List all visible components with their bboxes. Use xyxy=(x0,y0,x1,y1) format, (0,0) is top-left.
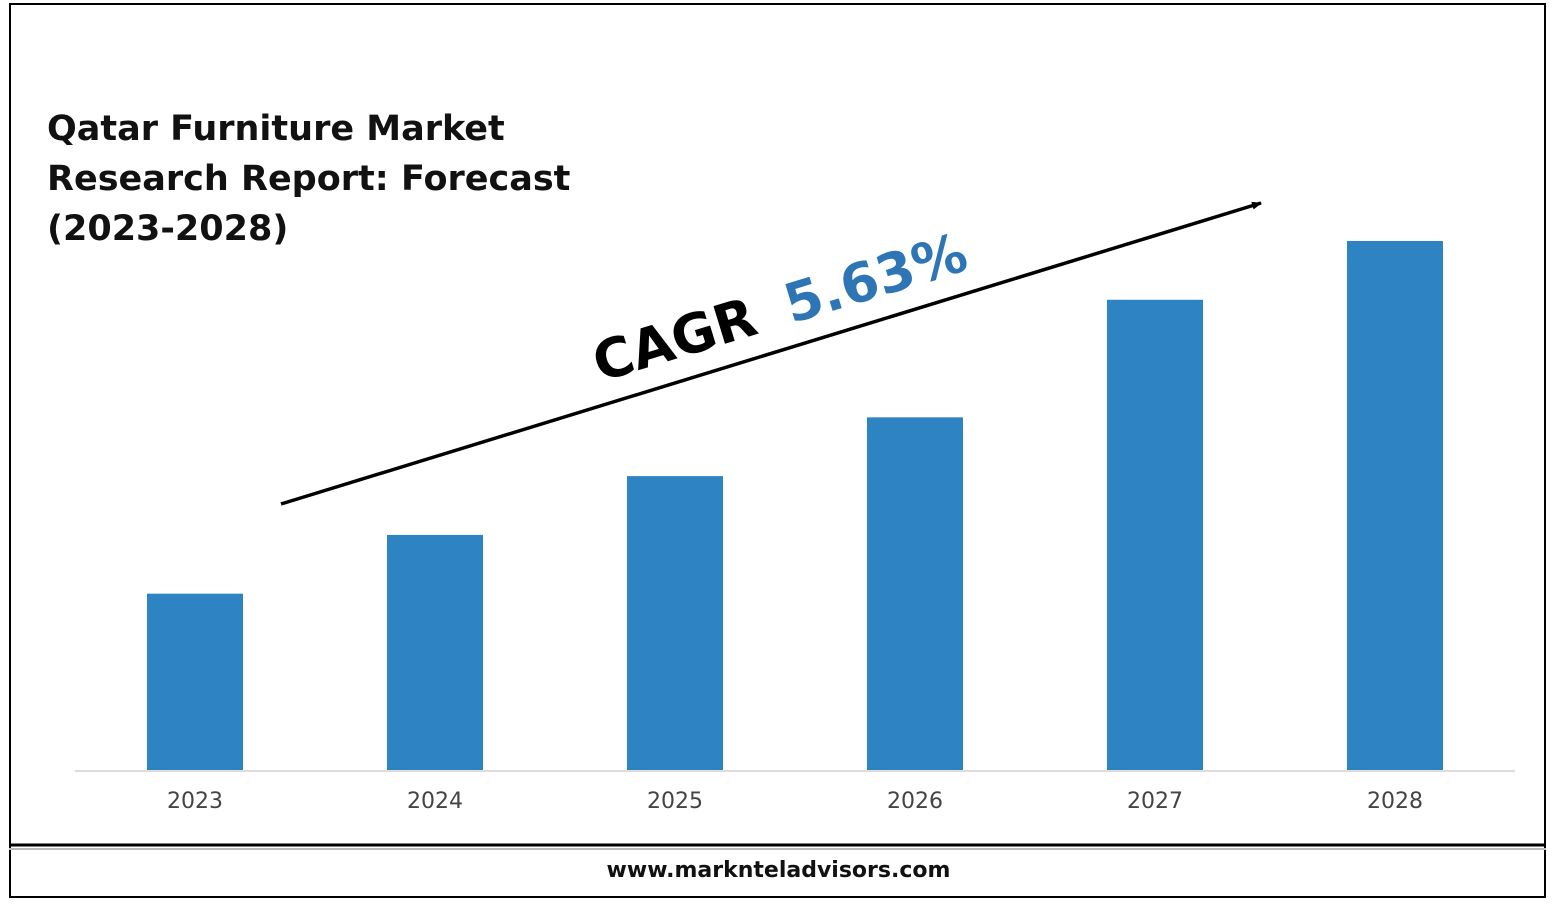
bar-2028 xyxy=(1347,241,1443,770)
chart-title-line-2: Research Report: Forecast xyxy=(47,159,571,199)
x-tick-label-2024: 2024 xyxy=(407,789,463,814)
x-tick-label-2027: 2027 xyxy=(1127,789,1183,814)
bar-2023 xyxy=(147,593,243,770)
x-tick-label-2023: 2023 xyxy=(167,789,223,814)
x-tick-labels: 2023 2024 2025 2026 2027 2028 xyxy=(167,789,1423,814)
chart-title-line-1: Qatar Furniture Market xyxy=(47,109,505,149)
cagr-label: CAGR xyxy=(585,285,763,394)
footer-url: www.marknteladvisors.com xyxy=(606,858,951,883)
chart-title: Qatar Furniture Market Research Report: … xyxy=(47,104,607,254)
x-tick-label-2026: 2026 xyxy=(887,789,943,814)
bars-group xyxy=(147,241,1443,770)
bar-2025 xyxy=(627,476,723,770)
bar-2026 xyxy=(867,417,963,770)
bar-2024 xyxy=(387,534,483,770)
x-tick-label-2025: 2025 xyxy=(647,789,703,814)
cagr-value: 5.63% xyxy=(777,221,975,336)
trend-arrow xyxy=(280,201,1262,506)
bar-2027 xyxy=(1107,299,1203,770)
x-tick-label-2028: 2028 xyxy=(1367,789,1423,814)
chart-title-line-3: (2023-2028) xyxy=(47,209,289,249)
chart-frame xyxy=(9,3,1546,898)
